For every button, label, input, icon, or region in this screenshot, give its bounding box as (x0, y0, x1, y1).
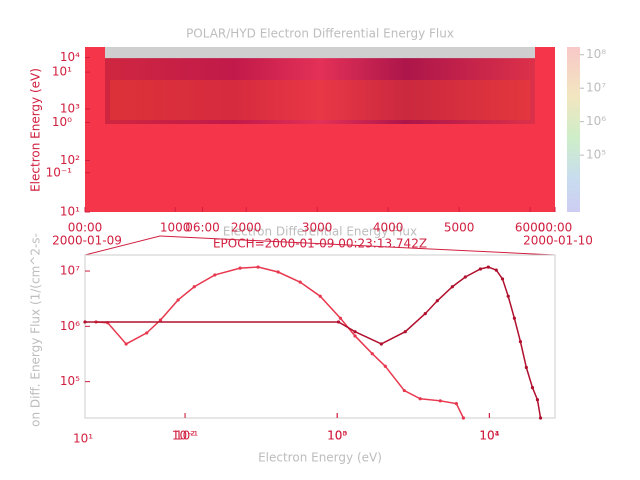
data-point (518, 339, 523, 344)
chart-title: POLAR/HYD Electron Differential Energy F… (186, 27, 454, 41)
data-point (454, 402, 458, 406)
colorbar (567, 47, 580, 212)
data-point (500, 277, 505, 281)
data-point (370, 352, 374, 356)
y-tick-label: 10⁻¹ (46, 165, 73, 179)
data-point (463, 275, 467, 279)
x-tick-label: 2000 (231, 221, 262, 235)
data-point (535, 398, 540, 402)
data-point (256, 265, 260, 269)
colorbar-label: 10⁷ (586, 81, 606, 95)
y-tick-label: 10² (60, 153, 80, 167)
y-tick-label: 10³ (60, 102, 80, 116)
data-point (418, 397, 422, 401)
x-tick-label: 10³ (327, 429, 347, 443)
data-point (478, 267, 482, 271)
data-point (403, 330, 407, 334)
data-point (530, 386, 535, 390)
x-tick-label: 10² (175, 429, 195, 443)
y-axis-label: on Diff. Energy Flux (1/(cm^2-s- (29, 233, 43, 427)
y-tick-label: 10⁷ (60, 264, 80, 278)
plot-frame (84, 254, 556, 419)
y-tick-label: 10⁶ (60, 319, 80, 333)
x-tick-label: 1000 (160, 221, 191, 235)
x-tick-label: 10⁴ (479, 429, 499, 443)
data-point (145, 331, 149, 335)
data-point (83, 320, 87, 324)
data-point (158, 318, 163, 322)
data-point (402, 388, 406, 393)
data-point (353, 330, 357, 334)
data-point (524, 365, 528, 370)
chart-subtitle: EPOCH=2000-01-09 00:23:13.742Z (213, 237, 427, 251)
data-point (276, 270, 280, 274)
date-label: 2000-01-10 (523, 234, 593, 248)
y-tick-label: 10⁰ (52, 115, 72, 129)
chart-title: Electron Differential Energy Flux (223, 225, 417, 239)
y-tick-label: 10⁵ (60, 374, 80, 388)
artifact-line (84, 235, 161, 256)
data-point (213, 273, 217, 277)
x-tick-label: 4000 (373, 221, 404, 235)
colorbar-label: 10⁶ (586, 114, 606, 128)
corner-label: 10¹ (73, 432, 93, 446)
y-tick-label: 10¹ (60, 205, 80, 219)
date-label: 2000-01-09 (52, 234, 122, 248)
data-point (486, 265, 490, 269)
y-axis-label: Electron Energy (eV) (29, 68, 43, 192)
data-point (338, 316, 343, 320)
x-tick-label: 5000 (444, 221, 475, 235)
data-point (298, 280, 302, 284)
data-point (353, 334, 357, 338)
data-point (383, 364, 387, 368)
colorbar-label: 10⁵ (586, 148, 606, 162)
data-point (176, 298, 180, 302)
data-point (538, 416, 543, 420)
x-axis-label: Electron Energy (eV) (258, 451, 382, 465)
data-point (423, 311, 427, 316)
spectrogram-band (110, 80, 530, 120)
series-line (85, 266, 542, 419)
x-tick-label: 6000 (515, 221, 546, 235)
x-tick-label: 3000 (302, 221, 333, 235)
data-point (435, 299, 439, 303)
data-point (512, 316, 516, 320)
colorbar-label: 10⁸ (586, 47, 606, 61)
spectrogram-band (105, 58, 535, 124)
data-point (124, 342, 128, 346)
data-point (379, 342, 383, 346)
data-point (336, 320, 341, 324)
x-tick-label: 00:00 (68, 221, 103, 235)
data-point (238, 266, 242, 270)
x-tick-label: 06:00 (185, 221, 220, 235)
x-tick-label: 10⁰ (327, 429, 347, 443)
data-point (450, 285, 454, 289)
x-tick-label: 10⁻¹ (172, 429, 199, 443)
data-point (494, 268, 498, 272)
artifact-line (159, 235, 556, 256)
x-tick-label: 10¹ (479, 429, 499, 443)
y-tick-label: 10¹ (52, 65, 72, 79)
y-tick-label: 10⁴ (60, 50, 80, 64)
data-point (318, 294, 322, 298)
data-point (438, 399, 442, 403)
x-tick-label: 00:00 (538, 221, 573, 235)
spectrogram-fill (105, 47, 535, 59)
series-line (95, 266, 465, 419)
data-point (192, 285, 196, 289)
data-point (506, 294, 510, 298)
data-point (461, 416, 465, 420)
